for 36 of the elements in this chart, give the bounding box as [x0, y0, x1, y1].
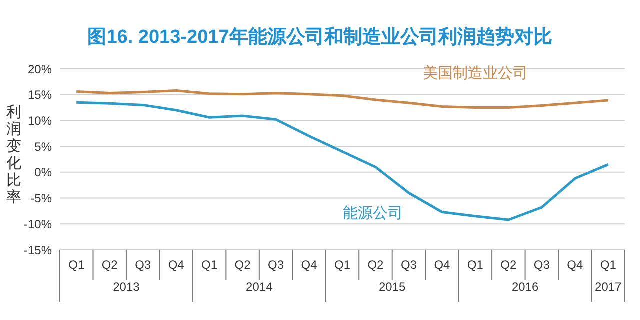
- x-tick-label: Q3: [268, 258, 284, 272]
- y-tick-label: 20%: [28, 62, 52, 76]
- y-tick-label: -15%: [24, 243, 52, 258]
- x-tick-label: Q1: [202, 258, 218, 272]
- text: 2015: [379, 280, 406, 294]
- x-tick-label: Q4: [434, 258, 451, 272]
- x-tick-label: Q3: [135, 258, 152, 272]
- x-tick-label: Q4: [567, 258, 584, 272]
- y-tick-label: -5%: [30, 192, 52, 206]
- y-tick-label: 0%: [34, 166, 52, 180]
- y-tick-label: 5%: [34, 140, 52, 154]
- x-tick-label: Q4: [168, 258, 185, 272]
- x-tick-label: Q1: [600, 258, 617, 272]
- text: 2014: [246, 280, 274, 294]
- line-series: [75, 101, 610, 222]
- x-tick-label: Q1: [467, 258, 484, 272]
- x-tick-label: Q1: [334, 258, 351, 272]
- x-tick-label: Q2: [234, 258, 252, 272]
- x-tick-label: Q3: [534, 258, 550, 272]
- x-tick-label: Q3: [400, 258, 418, 272]
- x-tick-label: Q1: [68, 258, 85, 272]
- y-tick-label: 15%: [28, 88, 52, 102]
- x-tick-label: Q2: [368, 258, 384, 272]
- series-label: 能源公司: [343, 205, 404, 222]
- text: 2017: [595, 280, 622, 294]
- series-label: 美国制造业公司: [422, 64, 528, 82]
- y-tick-label: 10%: [28, 114, 52, 128]
- y-tick-label: -10%: [24, 217, 52, 232]
- text: 2013: [113, 280, 140, 294]
- y-axis-title: 利润变化比率: [6, 104, 22, 206]
- line-series: [75, 89, 610, 110]
- x-tick-label: Q2: [102, 258, 118, 272]
- x-tick-label: Q4: [301, 258, 318, 272]
- text: 2016: [512, 280, 539, 294]
- chart-title: 图16. 2013-2017年能源公司和制造业公司利润趋势对比: [86, 26, 554, 50]
- x-tick-label: Q2: [500, 258, 518, 272]
